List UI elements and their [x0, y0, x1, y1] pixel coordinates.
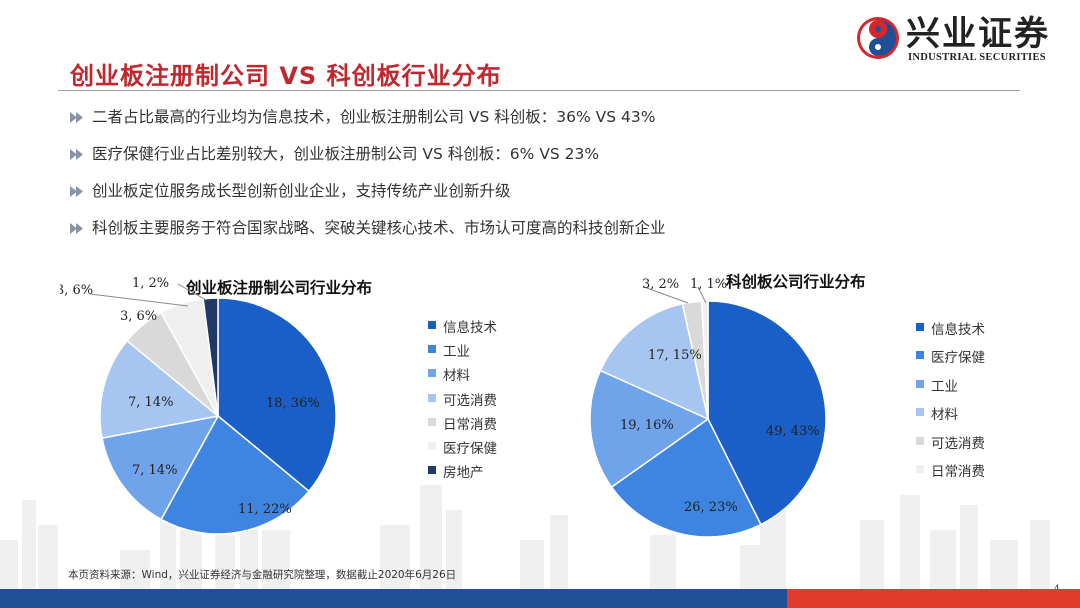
bullet-item: 医疗保健行业占比差别较大，创业板注册制公司 VS 科创板：6% VS 23%: [70, 141, 666, 178]
label-leader-line: [177, 283, 207, 301]
data-label: 3, 6%: [60, 283, 93, 298]
legend-label: 可选消费: [443, 392, 497, 409]
legend-swatch: [916, 379, 924, 388]
legend-swatch: [428, 441, 436, 450]
legend-swatch: [916, 464, 924, 473]
logo-english-name: INDUSTRIAL SECURITIES: [908, 52, 1046, 63]
legend-label: 医疗保健: [443, 440, 497, 457]
legend-item: 材料: [916, 403, 985, 431]
legend-label: 工业: [931, 378, 958, 395]
legend-swatch: [428, 345, 436, 354]
pie-slice-1: [217, 297, 337, 493]
legend-swatch: [428, 417, 436, 426]
legend-item: 工业: [916, 375, 985, 403]
bullet-item: 创业板定位服务成长型创新创业企业，支持传统产业创新升级: [70, 178, 666, 215]
chevron-right-icon: [70, 186, 83, 197]
bullet-text: 医疗保健行业占比差别较大，创业板注册制公司 VS 科创板：6% VS 23%: [92, 145, 600, 163]
label-leader-line: [643, 286, 689, 304]
legend-item: 信息技术: [916, 318, 985, 346]
chart1-pie: 18, 36% 11, 22% 7, 14% 7, 14% 3, 6% 3, 6% 1, 2…: [60, 276, 337, 535]
chart1-title: 创业板注册制公司行业分布: [186, 279, 373, 297]
data-label: 1, 1%: [690, 277, 727, 292]
chart2-title: 科创板公司行业分布: [726, 273, 866, 291]
company-logo: 兴业证券 INDUSTRIAL SECURITIES: [856, 14, 1066, 64]
logo-chinese-name: 兴业证券: [906, 14, 1050, 54]
bullet-list: 二者占比最高的行业均为信息技术，创业板注册制公司 VS 科创板：36% VS 4…: [70, 104, 666, 252]
data-label: 7, 14%: [132, 463, 177, 478]
footer-bar-red: [787, 589, 1080, 608]
legend-label: 房地产: [443, 465, 484, 482]
data-label: 19, 16%: [620, 418, 674, 433]
legend-item: 信息技术: [428, 316, 497, 340]
chart2-legend: 信息技术医疗保健工业材料可选消费日常消费: [916, 318, 985, 488]
legend-item: 材料: [428, 364, 497, 388]
pie-slice-2: [610, 417, 762, 538]
legend-item: 日常消费: [916, 460, 985, 488]
chart2-pie: 49, 43% 26, 23% 19, 16% 17, 15% 3, 2% 1, 1%: [589, 277, 827, 538]
data-label: 18, 36%: [266, 396, 320, 411]
pie-slice-3: [101, 414, 220, 521]
source-note: 本页资料来源：Wind，兴业证券经济与金融研究院整理，数据截止2020年6月26…: [68, 569, 457, 581]
legend-item: 日常消费: [428, 413, 497, 437]
label-leader-line: [89, 293, 189, 307]
legend-label: 可选消费: [931, 435, 985, 452]
legend-item: 房地产: [428, 461, 497, 485]
data-label: 3, 6%: [120, 309, 157, 324]
pie-slice-4: [599, 302, 710, 421]
data-label: 1, 2%: [132, 276, 169, 291]
data-label: 17, 15%: [648, 348, 702, 363]
chevron-right-icon: [70, 149, 83, 160]
bullet-text: 科创板主要服务于符合国家战略、突破关键核心技术、市场认可度高的科技创新企业: [92, 219, 666, 237]
bullet-item: 二者占比最高的行业均为信息技术，创业板注册制公司 VS 科创板：36% VS 4…: [70, 104, 666, 141]
legend-label: 工业: [443, 344, 470, 361]
legend-label: 材料: [931, 407, 958, 424]
pie-slice-2: [160, 414, 310, 535]
data-label: 49, 43%: [766, 424, 820, 439]
legend-swatch: [916, 408, 924, 417]
legend-label: 材料: [443, 368, 470, 385]
legend-item: 可选消费: [428, 389, 497, 413]
pie-slice-4: [99, 339, 220, 439]
bullet-item: 科创板主要服务于符合国家战略、突破关键核心技术、市场认可度高的科技创新企业: [70, 215, 666, 252]
legend-item: 可选消费: [916, 432, 985, 460]
legend-swatch: [916, 436, 924, 445]
legend-label: 日常消费: [443, 416, 497, 433]
legend-label: 日常消费: [931, 463, 985, 480]
pie-slice-1: [707, 300, 827, 526]
chevron-right-icon: [70, 223, 83, 234]
title-divider: [58, 90, 1020, 91]
page-title: 创业板注册制公司 VS 科创板行业分布: [70, 62, 502, 90]
legend-item: 医疗保健: [428, 437, 497, 461]
data-label: 7, 14%: [128, 395, 173, 410]
bullet-text: 二者占比最高的行业均为信息技术，创业板注册制公司 VS 科创板：36% VS 4…: [92, 108, 656, 126]
legend-item: 工业: [428, 340, 497, 364]
legend-label: 信息技术: [443, 320, 497, 336]
legend-label: 信息技术: [931, 322, 985, 338]
legend-swatch: [428, 321, 436, 329]
data-label: 3, 2%: [642, 277, 679, 292]
legend-swatch: [428, 369, 436, 378]
legend-swatch: [916, 351, 924, 360]
label-leader-line: [697, 286, 707, 304]
chart1-legend: 信息技术工业材料可选消费日常消费医疗保健房地产: [428, 316, 497, 485]
legend-item: 医疗保健: [916, 346, 985, 374]
legend-label: 医疗保健: [931, 350, 985, 367]
logo-mark-icon: [857, 17, 899, 59]
legend-swatch: [428, 393, 436, 402]
legend-swatch: [916, 323, 924, 331]
data-label: 26, 23%: [684, 500, 738, 515]
legend-swatch: [428, 466, 436, 475]
chevron-right-icon: [70, 112, 83, 123]
bullet-text: 创业板定位服务成长型创新创业企业，支持传统产业创新升级: [92, 182, 511, 200]
pie-slice-3: [589, 369, 710, 489]
footer-bar-blue: [0, 589, 787, 608]
data-label: 11, 22%: [238, 502, 292, 517]
